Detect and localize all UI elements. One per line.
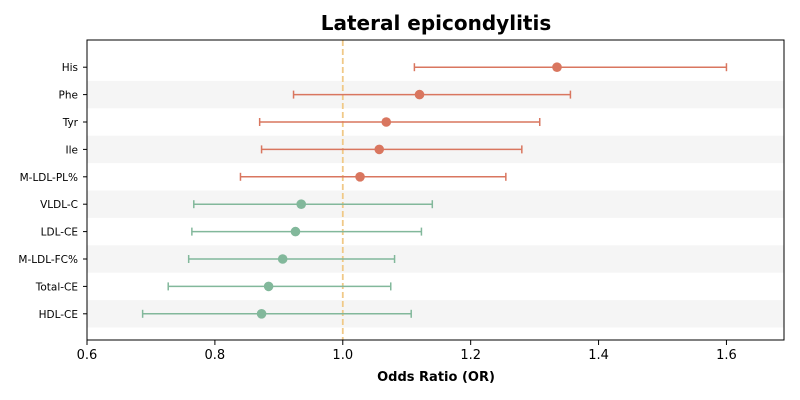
estimate-point [256, 309, 267, 319]
estimate-point [381, 117, 392, 127]
estimate-point [374, 144, 385, 155]
estimate-point [414, 89, 425, 100]
plot-frame [86, 39, 785, 341]
estimate-point [552, 62, 562, 72]
estimate-point [355, 172, 365, 182]
y-tick-label: Ile [66, 144, 78, 156]
y-tick-label: M-LDL-FC% [18, 254, 78, 266]
y-tick-label: LDL-CE [41, 227, 78, 239]
y-tick-label: VLDL-C [40, 199, 78, 211]
x-axis-label: Odds Ratio (OR) [377, 370, 495, 385]
estimate-point [263, 281, 274, 292]
x-tick-label: 1.6 [716, 348, 737, 363]
x-tick-label: 0.8 [205, 348, 226, 363]
x-tick-label: 1.2 [460, 348, 481, 363]
estimate-point [290, 226, 301, 237]
estimates [141, 62, 728, 319]
y-tick-label: Phe [59, 90, 78, 102]
y-tick-label: M-LDL-PL% [20, 172, 78, 184]
x-axis: 0.6 0.8 1.0 1.2 1.4 1.6 [77, 340, 737, 363]
x-tick-label: 0.6 [77, 348, 98, 363]
x-tick-label: 1.0 [332, 348, 353, 363]
x-tick-label: 1.4 [588, 348, 609, 363]
y-tick-label: Total-CE [35, 281, 78, 293]
y-axis: His Phe Tyr Ile M-LDL-PL% VLDL-C LDL-CE M-LDL-F… [18, 62, 87, 321]
chart-title: Lateral epicondylitis [321, 11, 552, 35]
estimate-point [296, 199, 307, 209]
y-tick-label: HDL-CE [39, 309, 78, 321]
y-tick-label: His [62, 62, 78, 74]
y-tick-label: Tyr [62, 117, 79, 129]
row-band [87, 190, 784, 218]
estimate-point [277, 254, 288, 264]
row-bands [87, 80, 784, 328]
